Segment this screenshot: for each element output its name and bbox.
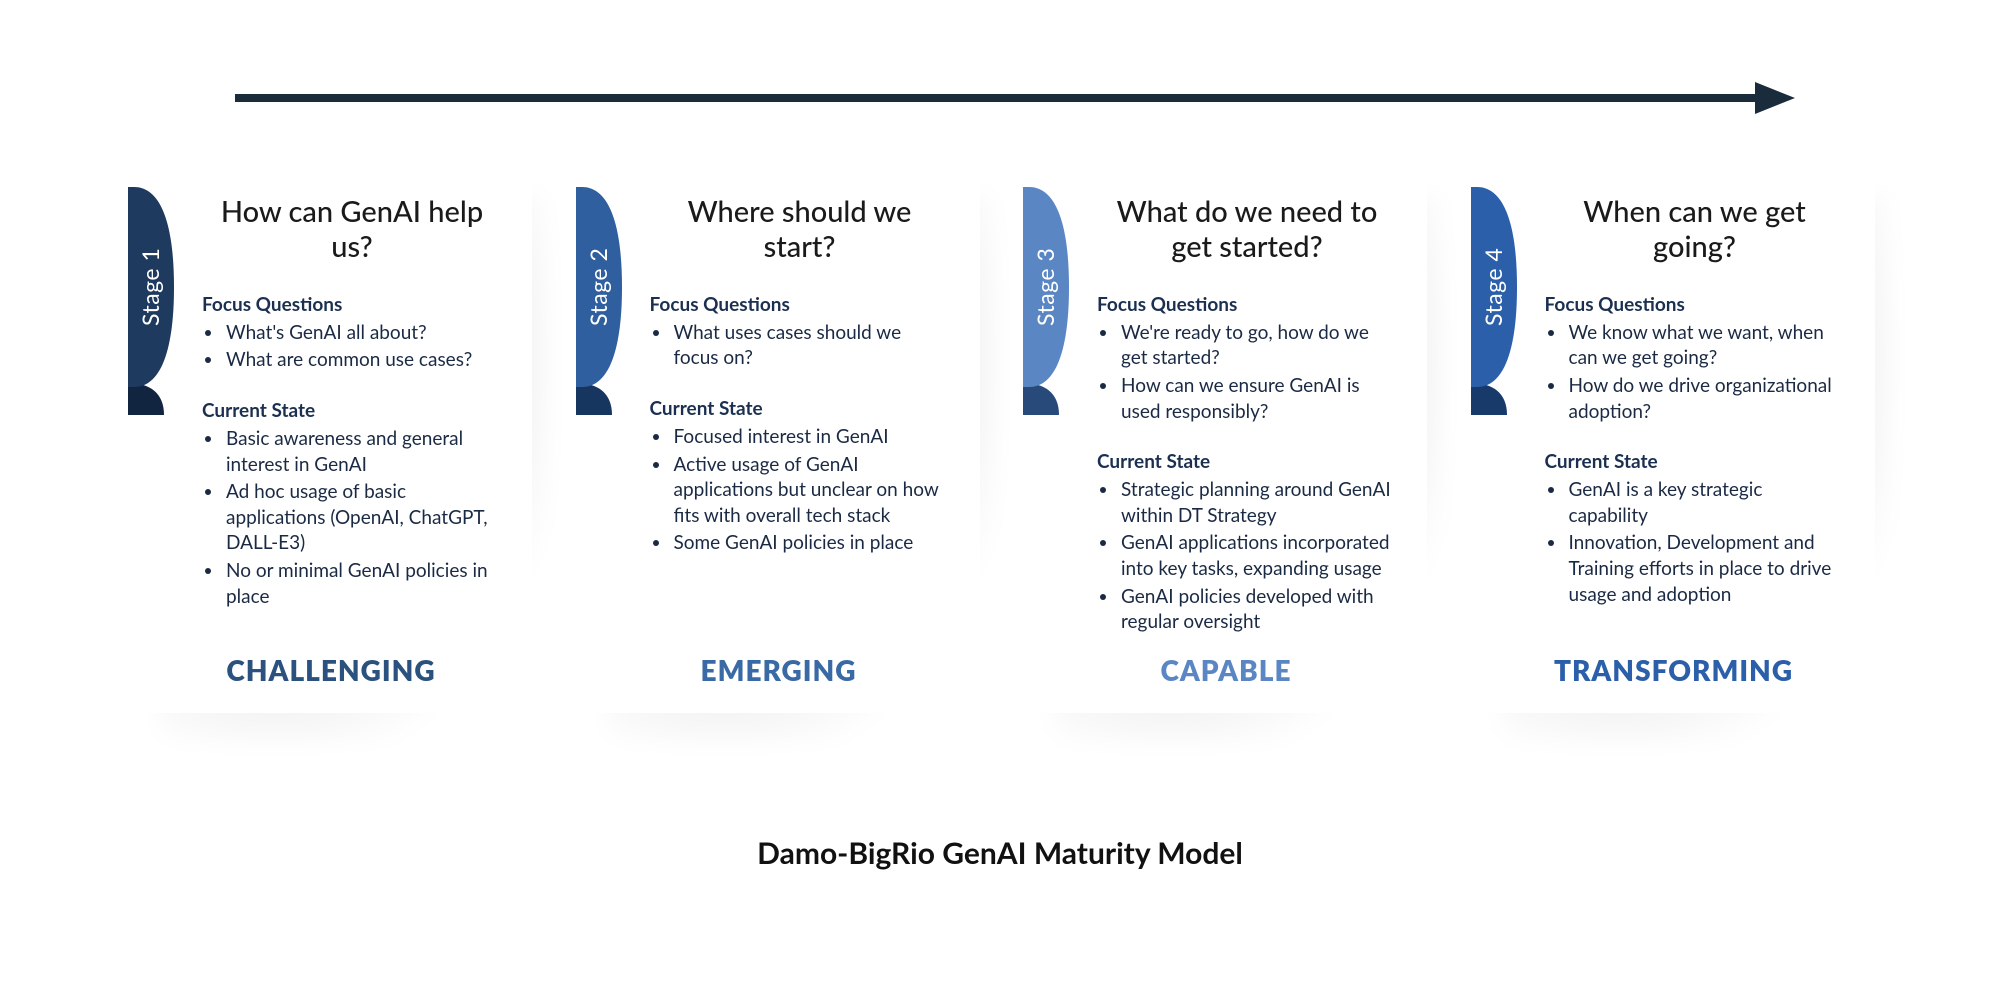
- diagram-caption: Damo-BigRio GenAI Maturity Model: [0, 835, 2000, 871]
- current-state-item: Strategic planning around GenAI within D…: [1119, 477, 1397, 528]
- current-state-heading: Current State: [1097, 450, 1397, 473]
- focus-questions-list: We know what we want, when can we get go…: [1545, 320, 1845, 425]
- current-state-item: Ad hoc usage of basic applications (Open…: [224, 479, 502, 556]
- stage-tab-label: Stage 2: [576, 187, 620, 387]
- card-body: Stage 4 When can we get going? Focus Quest…: [1473, 165, 1875, 713]
- stage-tab: Stage 3: [1023, 187, 1079, 407]
- focus-questions-list: What's GenAI all about?What are common u…: [202, 320, 502, 373]
- focus-questions-list: We're ready to go, how do we get started…: [1097, 320, 1397, 425]
- current-state-heading: Current State: [1545, 450, 1845, 473]
- focus-questions-heading: Focus Questions: [1545, 293, 1845, 316]
- maturity-label: CAPABLE: [1025, 653, 1427, 687]
- stage-tab: Stage 4: [1471, 187, 1527, 407]
- stage-cards-row: Stage 1 How can GenAI help us? Focus Quest…: [130, 165, 1870, 725]
- current-state-item: No or minimal GenAI policies in place: [224, 558, 502, 609]
- focus-question-item: How can we ensure GenAI is used responsi…: [1119, 373, 1397, 424]
- stage-tab: Stage 1: [128, 187, 184, 407]
- current-state-item: GenAI policies developed with regular ov…: [1119, 584, 1397, 635]
- stage-question: When can we get going?: [1545, 195, 1845, 265]
- card-body: Stage 1 How can GenAI help us? Focus Quest…: [130, 165, 532, 713]
- stage-card-4: Stage 4 When can we get going? Focus Quest…: [1473, 165, 1871, 725]
- stage-card-3: Stage 3 What do we need to get started? Fo…: [1025, 165, 1423, 725]
- current-state-item: Active usage of GenAI applications but u…: [672, 452, 950, 529]
- focus-question-item: What uses cases should we focus on?: [672, 320, 950, 371]
- current-state-list: Basic awareness and general interest in …: [202, 426, 502, 609]
- focus-question-item: How do we drive organizational adoption?: [1567, 373, 1845, 424]
- stage-tab: Stage 2: [576, 187, 632, 407]
- stage-question: How can GenAI help us?: [202, 195, 502, 265]
- maturity-label: EMERGING: [578, 653, 980, 687]
- stage-question: Where should we start?: [650, 195, 950, 265]
- progress-arrow: [235, 78, 1795, 118]
- focus-questions-heading: Focus Questions: [650, 293, 950, 316]
- current-state-item: Innovation, Development and Training eff…: [1567, 530, 1845, 607]
- maturity-label: TRANSFORMING: [1473, 653, 1875, 687]
- focus-question-item: What are common use cases?: [224, 347, 502, 373]
- current-state-item: GenAI is a key strategic capability: [1567, 477, 1845, 528]
- focus-questions-heading: Focus Questions: [202, 293, 502, 316]
- stage-tab-label: Stage 1: [128, 187, 172, 387]
- stage-tab-label: Stage 4: [1471, 187, 1515, 387]
- current-state-list: Strategic planning around GenAI within D…: [1097, 477, 1397, 635]
- focus-questions-heading: Focus Questions: [1097, 293, 1397, 316]
- current-state-list: Focused interest in GenAIActive usage of…: [650, 424, 950, 556]
- current-state-list: GenAI is a key strategic capabilityInnov…: [1545, 477, 1845, 607]
- card-body: Stage 2 Where should we start? Focus Quest…: [578, 165, 980, 713]
- focus-question-item: We know what we want, when can we get go…: [1567, 320, 1845, 371]
- focus-question-item: What's GenAI all about?: [224, 320, 502, 346]
- stage-card-1: Stage 1 How can GenAI help us? Focus Quest…: [130, 165, 528, 725]
- current-state-heading: Current State: [202, 399, 502, 422]
- stage-tab-label: Stage 3: [1023, 187, 1067, 387]
- maturity-label: CHALLENGING: [130, 653, 532, 687]
- current-state-item: Some GenAI policies in place: [672, 530, 950, 556]
- current-state-item: Focused interest in GenAI: [672, 424, 950, 450]
- stage-question: What do we need to get started?: [1097, 195, 1397, 265]
- stage-card-2: Stage 2 Where should we start? Focus Quest…: [578, 165, 976, 725]
- current-state-item: Basic awareness and general interest in …: [224, 426, 502, 477]
- current-state-heading: Current State: [650, 397, 950, 420]
- focus-question-item: We're ready to go, how do we get started…: [1119, 320, 1397, 371]
- current-state-item: GenAI applications incorporated into key…: [1119, 530, 1397, 581]
- focus-questions-list: What uses cases should we focus on?: [650, 320, 950, 371]
- card-body: Stage 3 What do we need to get started? Fo…: [1025, 165, 1427, 713]
